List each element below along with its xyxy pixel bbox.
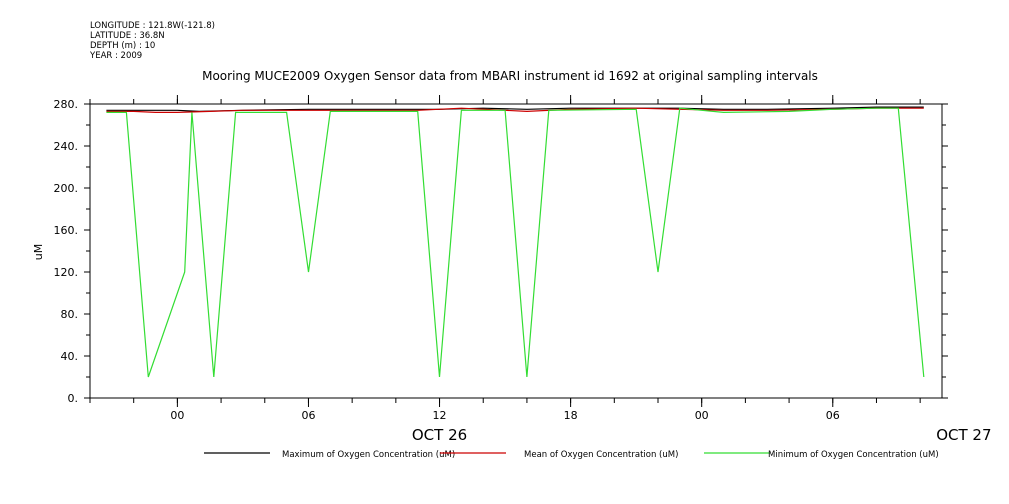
station-metadata: LONGITUDE : 121.8W(-121.8) LATITUDE : 36… bbox=[90, 21, 215, 61]
x-tick-label: 06 bbox=[826, 409, 840, 422]
y-tick-label: 120. bbox=[54, 266, 79, 279]
depth-text: DEPTH (m) : 10 bbox=[90, 41, 156, 51]
date-label: OCT 26 bbox=[412, 426, 467, 444]
chart-title: Mooring MUCE2009 Oxygen Sensor data from… bbox=[202, 69, 818, 83]
series-line-2 bbox=[106, 107, 925, 378]
legend-label-2: Minimum of Oxygen Concentration (uM) bbox=[768, 450, 939, 460]
x-tick-label: 18 bbox=[564, 409, 578, 422]
y-tick-label: 240. bbox=[54, 140, 79, 153]
legend-label-1: Mean of Oxygen Concentration (uM) bbox=[524, 450, 678, 460]
y-tick-label: 40. bbox=[61, 350, 79, 363]
x-tick-label: 12 bbox=[433, 409, 447, 422]
y-tick-label: 80. bbox=[61, 308, 79, 321]
x-tick-label: 00 bbox=[170, 409, 184, 422]
y-tick-label: 280. bbox=[54, 98, 79, 111]
year-text: YEAR : 2009 bbox=[90, 51, 143, 61]
y-tick-label: 0. bbox=[68, 392, 79, 405]
longitude-text: LONGITUDE : 121.8W(-121.8) bbox=[90, 21, 215, 31]
y-axis-label: uM bbox=[32, 244, 45, 260]
y-tick-label: 160. bbox=[54, 224, 79, 237]
x-tick-label: 06 bbox=[301, 409, 315, 422]
latitude-text: LATITUDE : 36.8N bbox=[90, 31, 165, 41]
series-line-1 bbox=[106, 107, 924, 114]
y-tick-label: 200. bbox=[54, 182, 79, 195]
legend-label-0: Maximum of Oxygen Concentration (uM) bbox=[282, 450, 455, 460]
x-tick-label: 00 bbox=[695, 409, 709, 422]
date-label: OCT 27 bbox=[936, 426, 991, 444]
